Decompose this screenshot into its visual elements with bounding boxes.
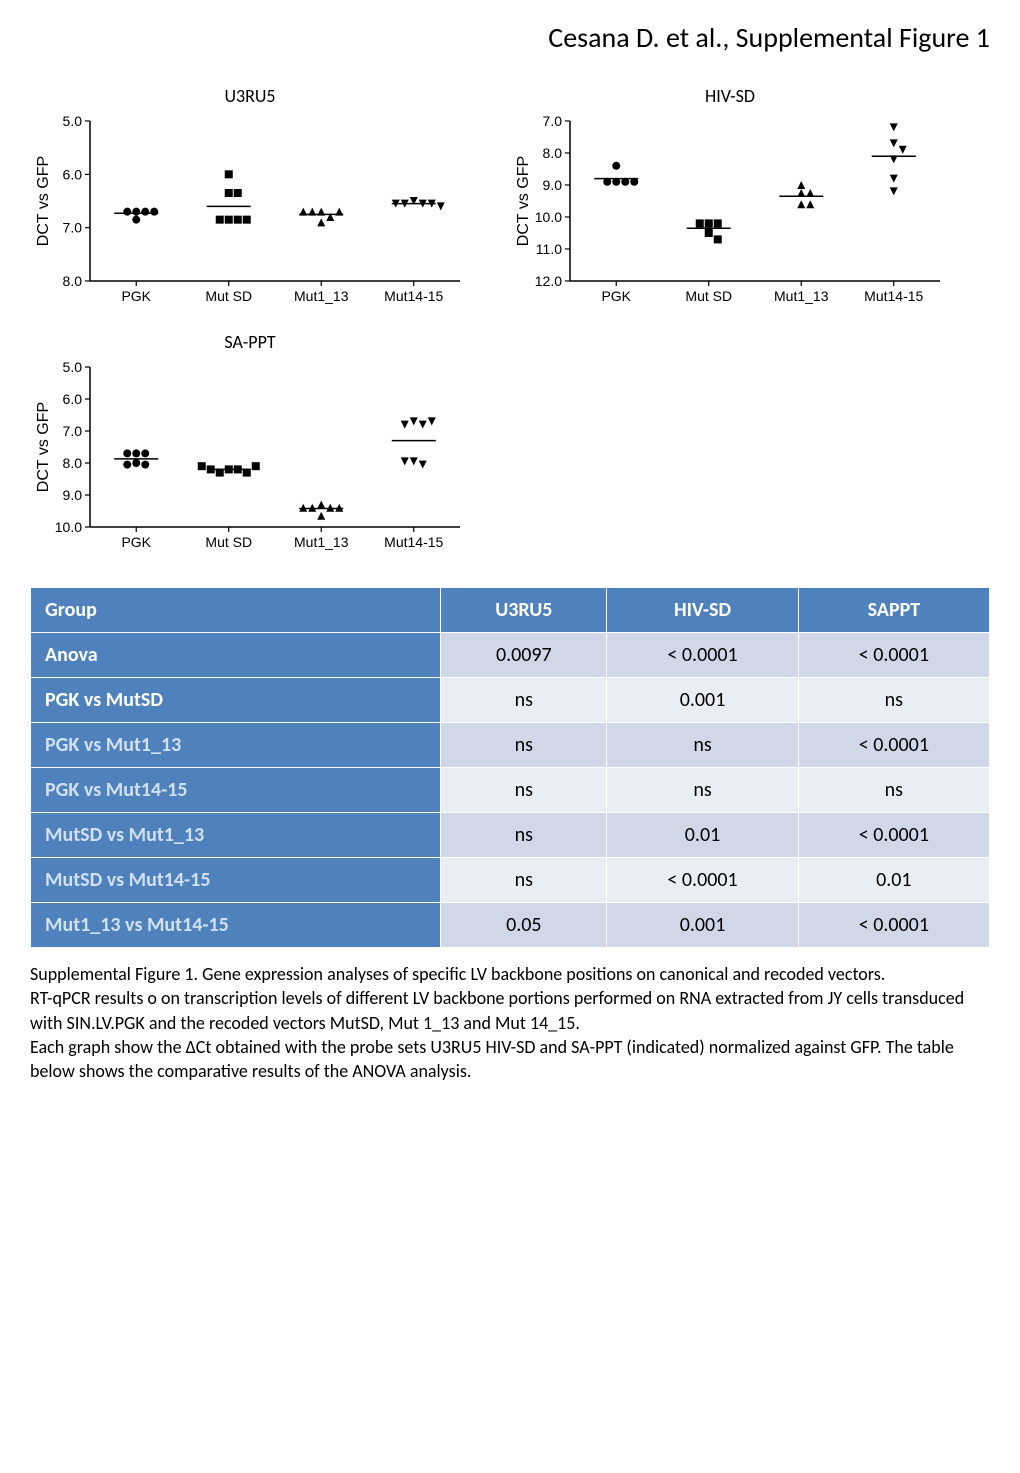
table-cell: 0.01: [798, 858, 989, 903]
page-title: Cesana D. et al., Supplemental Figure 1: [30, 20, 990, 55]
table-cell: < 0.0001: [798, 903, 989, 948]
table-cell: ns: [441, 768, 607, 813]
table-cell: ns: [441, 678, 607, 723]
table-row: MutSD vs Mut14-15ns< 0.00010.01: [31, 858, 990, 903]
svg-text:9.0: 9.0: [63, 487, 83, 503]
svg-text:7.0: 7.0: [543, 113, 563, 129]
svg-text:10.0: 10.0: [55, 519, 82, 535]
svg-text:10.0: 10.0: [535, 209, 562, 225]
svg-text:Mut SD: Mut SD: [205, 288, 252, 304]
row-label: PGK vs MutSD: [31, 678, 441, 723]
svg-text:Mut14-15: Mut14-15: [384, 288, 443, 304]
svg-text:PGK: PGK: [121, 288, 151, 304]
table-cell: ns: [441, 858, 607, 903]
caption-p1: Supplemental Figure 1. Gene expression a…: [30, 962, 990, 986]
svg-text:6.0: 6.0: [63, 166, 83, 182]
svg-text:7.0: 7.0: [63, 220, 83, 236]
table-cell: 0.001: [607, 678, 798, 723]
table-cell: < 0.0001: [607, 858, 798, 903]
svg-text:Mut SD: Mut SD: [205, 534, 252, 550]
row-label: Mut1_13 vs Mut14-15: [31, 903, 441, 948]
table-cell: ns: [607, 768, 798, 813]
table-cell: 0.01: [607, 813, 798, 858]
chart-svg-u3ru5: 5.0 6.0 7.0 8.0 DCT vs GFP PGK Mut SD Mut1_13 Mu…: [30, 111, 470, 311]
svg-text:DCT vs GFP: DCT vs GFP: [515, 156, 532, 246]
caption-p3: Each graph show the ΔCt obtained with th…: [30, 1035, 990, 1084]
table-cell: ns: [441, 723, 607, 768]
chart-svg-hivsd: 7.0 8.0 9.0 10.0 11.0 12.0 DCT vs GFP PGK Mut SD…: [510, 111, 950, 311]
svg-text:Mut14-15: Mut14-15: [384, 534, 443, 550]
table-cell: < 0.0001: [798, 723, 989, 768]
svg-text:12.0: 12.0: [535, 273, 562, 289]
svg-text:Mut14-15: Mut14-15: [864, 288, 923, 304]
table-row: Mut1_13 vs Mut14-150.050.001< 0.0001: [31, 903, 990, 948]
svg-text:8.0: 8.0: [63, 273, 83, 289]
table-cell: 0.001: [607, 903, 798, 948]
th-u3ru5: U3RU5: [441, 588, 607, 633]
table-row: MutSD vs Mut1_13ns0.01< 0.0001: [31, 813, 990, 858]
svg-text:8.0: 8.0: [63, 455, 83, 471]
table-row: PGK vs Mut14-15nsnsns: [31, 768, 990, 813]
table-row: PGK vs MutSDns0.001ns: [31, 678, 990, 723]
table-row: Anova0.0097< 0.0001< 0.0001: [31, 633, 990, 678]
svg-text:11.0: 11.0: [536, 241, 562, 257]
svg-text:DCT vs GFP: DCT vs GFP: [35, 156, 52, 246]
svg-text:5.0: 5.0: [63, 113, 83, 129]
svg-text:8.0: 8.0: [543, 145, 563, 161]
chart-hivsd: HIV-SD 7.0 8.0 9.0 10.0 11.0 12.0 DCT vs GFP PG…: [510, 85, 950, 311]
table-cell: ns: [607, 723, 798, 768]
table-header-row: Group U3RU5 HIV-SD SAPPT: [31, 588, 990, 633]
svg-text:PGK: PGK: [121, 534, 151, 550]
chart-title-sappt: SA-PPT: [30, 331, 470, 353]
chart-sappt: SA-PPT 5.0 6.0 7.0 8.0 9.0 10.0 DCT vs GFP PGK M…: [30, 331, 470, 557]
svg-text:9.0: 9.0: [543, 177, 563, 193]
row-label: Anova: [31, 633, 441, 678]
svg-text:Mut1_13: Mut1_13: [294, 534, 349, 550]
charts-row-2: SA-PPT 5.0 6.0 7.0 8.0 9.0 10.0 DCT vs GFP PGK M…: [30, 331, 990, 557]
table-cell: 0.05: [441, 903, 607, 948]
table-cell: < 0.0001: [798, 813, 989, 858]
row-label: PGK vs Mut1_13: [31, 723, 441, 768]
caption-p2: RT-qPCR results o on transcription level…: [30, 986, 990, 1035]
svg-text:DCT vs GFP: DCT vs GFP: [35, 402, 52, 492]
svg-text:Mut1_13: Mut1_13: [774, 288, 829, 304]
chart-title-hivsd: HIV-SD: [510, 85, 950, 107]
row-label: PGK vs Mut14-15: [31, 768, 441, 813]
svg-text:7.0: 7.0: [63, 423, 83, 439]
table-cell: < 0.0001: [607, 633, 798, 678]
table-cell: 0.0097: [441, 633, 607, 678]
table-cell: ns: [798, 678, 989, 723]
table-cell: ns: [798, 768, 989, 813]
table-cell: ns: [441, 813, 607, 858]
chart-svg-sappt: 5.0 6.0 7.0 8.0 9.0 10.0 DCT vs GFP PGK Mut SD Mu…: [30, 357, 470, 557]
th-sappt: SAPPT: [798, 588, 989, 633]
table-cell: < 0.0001: [798, 633, 989, 678]
th-group: Group: [31, 588, 441, 633]
table-row: PGK vs Mut1_13nsns< 0.0001: [31, 723, 990, 768]
figure-caption: Supplemental Figure 1. Gene expression a…: [30, 962, 990, 1083]
svg-text:Mut SD: Mut SD: [685, 288, 732, 304]
chart-u3ru5: U3RU5 5.0 6.0 7.0 8.0 DCT vs GFP PGK Mut SD Mut…: [30, 85, 470, 311]
stats-table: Group U3RU5 HIV-SD SAPPT Anova0.0097< 0.…: [30, 587, 990, 948]
th-hivsd: HIV-SD: [607, 588, 798, 633]
svg-text:5.0: 5.0: [63, 359, 83, 375]
row-label: MutSD vs Mut1_13: [31, 813, 441, 858]
row-label: MutSD vs Mut14-15: [31, 858, 441, 903]
svg-text:Mut1_13: Mut1_13: [294, 288, 349, 304]
charts-row-1: U3RU5 5.0 6.0 7.0 8.0 DCT vs GFP PGK Mut SD Mut…: [30, 85, 990, 311]
svg-text:6.0: 6.0: [63, 391, 83, 407]
chart-title-u3ru5: U3RU5: [30, 85, 470, 107]
svg-text:PGK: PGK: [601, 288, 631, 304]
